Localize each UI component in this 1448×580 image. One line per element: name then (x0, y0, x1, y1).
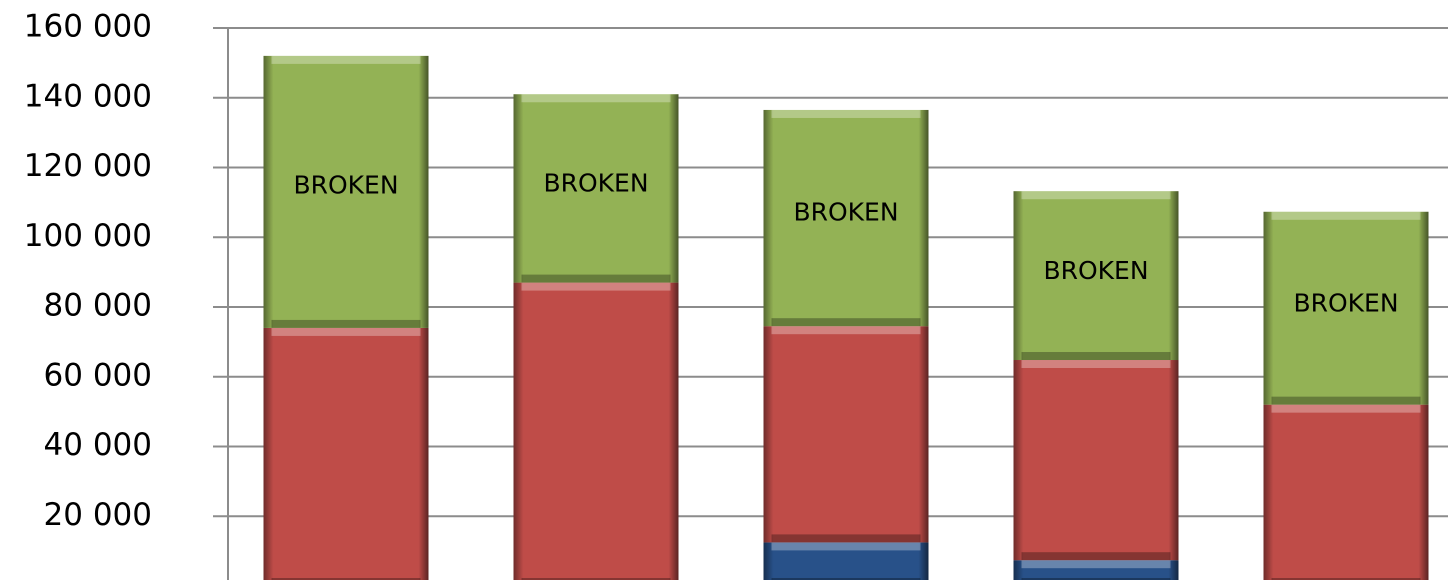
y-tick-label: 80 000 (44, 288, 152, 324)
bevel-top (271, 55, 421, 64)
bevel-top (521, 282, 671, 291)
bevel-top (1021, 191, 1171, 200)
bevel (513, 282, 679, 580)
annotation: BROKEN (1043, 256, 1148, 285)
bevel-top (521, 94, 671, 103)
bevel (1013, 191, 1179, 361)
bevel-top (271, 327, 421, 336)
y-tick-label: 120 000 (24, 148, 152, 184)
bevel (763, 326, 929, 543)
bevel-bottom (771, 534, 921, 543)
bevel-bottom (1021, 352, 1171, 361)
bevel-top (1271, 211, 1421, 220)
bevel-bottom (1271, 578, 1421, 580)
bevel-bottom (1271, 396, 1421, 405)
bevel-bottom (771, 318, 921, 327)
bevel (263, 327, 429, 580)
bevel-bottom (1021, 578, 1171, 580)
bevel (1263, 211, 1429, 405)
y-tick-label: 160 000 (24, 9, 152, 45)
bevel-top (771, 326, 921, 335)
bevel-top (1021, 560, 1171, 569)
y-tick-label: 60 000 (44, 357, 152, 393)
bevel-bottom (521, 578, 671, 580)
annotation: BROKEN (1293, 288, 1398, 317)
bevel (763, 109, 929, 327)
bevel-bottom (271, 319, 421, 328)
annotation: BROKEN (793, 198, 898, 227)
bevel (513, 94, 679, 283)
bevel-top (771, 542, 921, 551)
y-tick-label: 40 000 (44, 427, 152, 463)
y-tick-label: 20 000 (44, 497, 152, 533)
bevel-top (1021, 360, 1171, 369)
bevel-bottom (521, 274, 671, 283)
annotation: BROKEN (543, 169, 648, 198)
bevel (1013, 360, 1179, 561)
bevel-bottom (1021, 552, 1171, 561)
bevel (1013, 560, 1179, 580)
bevel (763, 542, 929, 580)
bevel-bottom (271, 578, 421, 580)
y-tick-label: 100 000 (24, 218, 152, 254)
bevel (1263, 404, 1429, 580)
annotation: BROKEN (293, 170, 398, 199)
bevel-top (771, 109, 921, 118)
y-tick-label: 140 000 (24, 78, 152, 114)
bevel-bottom (771, 578, 921, 580)
bevel (263, 55, 429, 328)
bevel-top (1271, 404, 1421, 413)
